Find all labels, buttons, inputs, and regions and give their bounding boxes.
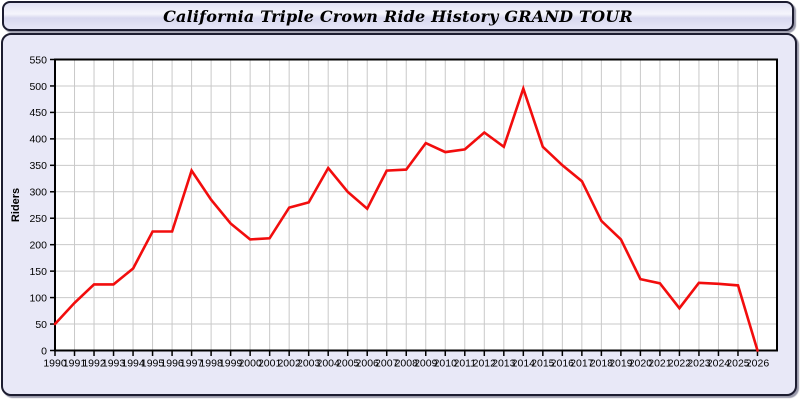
title-bar: California Triple Crown Ride History GRA… bbox=[2, 1, 794, 31]
x-tick-label: 2014 bbox=[512, 358, 536, 370]
x-tick-label: 2012 bbox=[473, 358, 497, 370]
x-tick-label: 2009 bbox=[414, 358, 438, 370]
riders-axis-label: Riders bbox=[10, 188, 22, 222]
y-tick-label: 400 bbox=[29, 134, 47, 146]
x-tick-label: 1991 bbox=[63, 358, 87, 370]
x-tick-label: 2006 bbox=[356, 358, 380, 370]
x-tick-label: 1995 bbox=[141, 358, 165, 370]
x-tick-label: 1999 bbox=[219, 358, 243, 370]
x-tick-label: 2017 bbox=[570, 358, 594, 370]
x-tick-label: 2018 bbox=[590, 358, 614, 370]
x-tick-label: 1997 bbox=[180, 358, 204, 370]
x-tick-label: 2003 bbox=[297, 358, 321, 370]
chart-panel: 1990 1991 1992 1993 1994 1995 1996 1997 1998 1999… bbox=[1, 33, 797, 396]
x-tick-label: 2026 bbox=[746, 358, 770, 370]
x-tick-label: 2013 bbox=[492, 358, 516, 370]
y-tick-label: 0 bbox=[41, 345, 47, 357]
x-tick-label: 2000 bbox=[238, 358, 262, 370]
x-tick-label: 2005 bbox=[336, 358, 360, 370]
x-tick-label: 1998 bbox=[199, 358, 223, 370]
x-tick-label: 2024 bbox=[707, 358, 731, 370]
x-tick-label: 1994 bbox=[121, 358, 145, 370]
riders-line-chart: 1990199119921993199419951996199719981999… bbox=[10, 54, 778, 370]
x-tick-label: 2022 bbox=[668, 358, 692, 370]
y-tick-label: 50 bbox=[35, 319, 47, 331]
x-tick-label: 1996 bbox=[160, 358, 184, 370]
x-tick-label: 2008 bbox=[395, 358, 419, 370]
x-tick-label: 2021 bbox=[648, 358, 672, 370]
x-tick-label: 2019 bbox=[609, 358, 633, 370]
x-tick-label: 2023 bbox=[687, 358, 711, 370]
x-tick-label: 1992 bbox=[82, 358, 106, 370]
x-tick-label: 2004 bbox=[317, 358, 341, 370]
y-tick-label: 150 bbox=[29, 266, 47, 278]
y-tick-label: 250 bbox=[29, 213, 47, 225]
x-tick-label: 2010 bbox=[434, 358, 458, 370]
y-tick-label: 450 bbox=[29, 107, 47, 119]
x-tick-label: 2015 bbox=[531, 358, 555, 370]
x-tick-label: 2016 bbox=[551, 358, 575, 370]
riders-data-line bbox=[53, 84, 759, 352]
x-tick-label: 2011 bbox=[453, 358, 476, 370]
x-tick-label: 2001 bbox=[258, 358, 282, 370]
x-tick-label: 1993 bbox=[102, 358, 126, 370]
x-tick-label: 2025 bbox=[726, 358, 750, 370]
y-tick-label: 200 bbox=[29, 239, 47, 251]
y-tick-label: 300 bbox=[29, 187, 47, 199]
y-tick-label: 100 bbox=[29, 292, 47, 304]
plot-area bbox=[55, 59, 777, 351]
y-tick-label: 350 bbox=[29, 160, 47, 172]
page-title: California Triple Crown Ride History GRA… bbox=[163, 6, 633, 26]
y-tick-label: 500 bbox=[29, 81, 47, 93]
x-tick-label: 2020 bbox=[629, 358, 653, 370]
plot-frame bbox=[54, 58, 778, 352]
x-tick-label: 2007 bbox=[375, 358, 399, 370]
y-tick-label: 550 bbox=[29, 54, 47, 66]
x-tick-label: 2002 bbox=[277, 358, 301, 370]
x-tick-label: 1990 bbox=[43, 358, 67, 370]
